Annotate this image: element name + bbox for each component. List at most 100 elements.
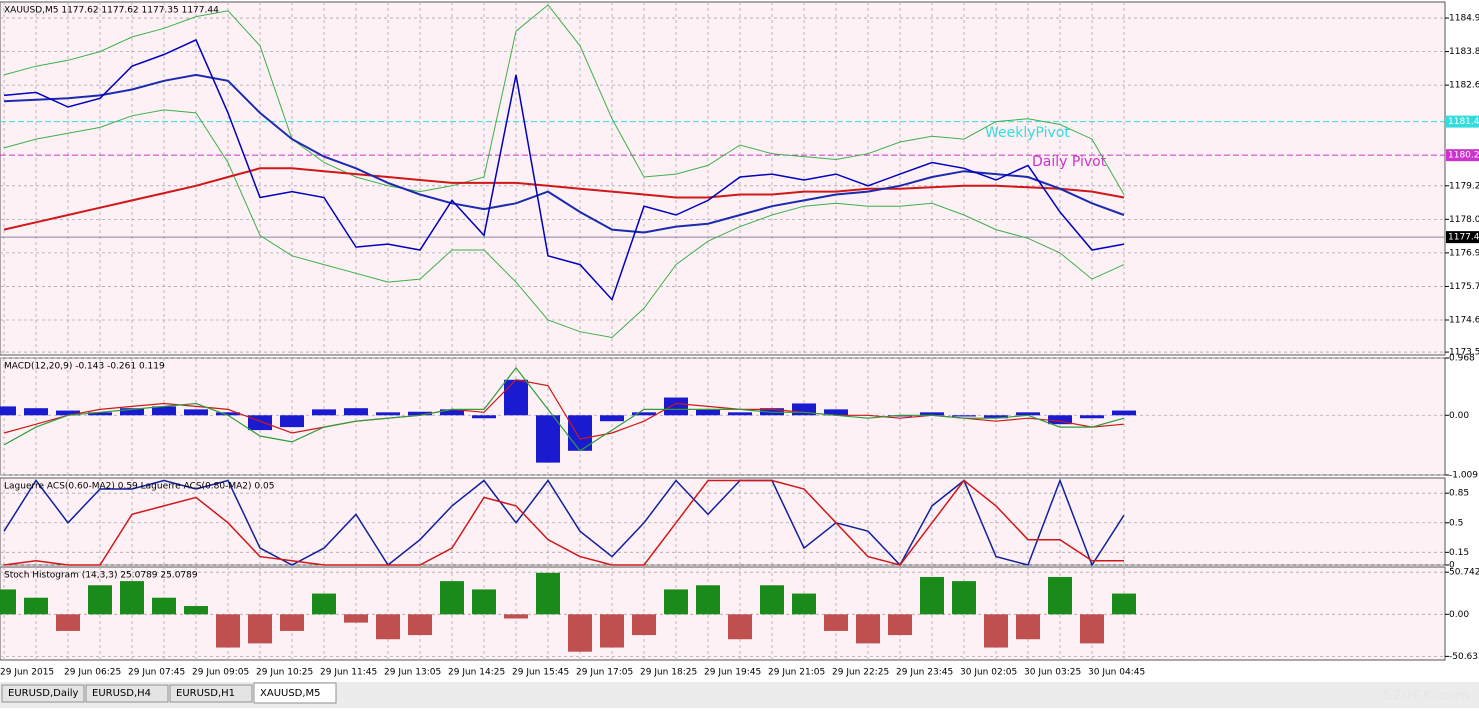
tab-label: XAUUSD,M5 <box>260 688 321 699</box>
histogram-bar <box>568 415 592 451</box>
tab-label: EURUSD,H4 <box>92 688 151 699</box>
histogram-bar <box>536 572 560 615</box>
histogram-bar <box>280 614 304 631</box>
chart-tab[interactable]: XAUUSD,M5 <box>253 682 337 704</box>
x-tick-label: 29 Jun 15:45 <box>512 668 569 678</box>
level-price-box <box>1446 231 1479 244</box>
level-price-label: 1177.44 <box>1448 233 1479 243</box>
histogram-bar <box>984 415 1008 419</box>
y-tick-label: -50.633 <box>1449 652 1479 662</box>
tab-background <box>253 682 337 704</box>
x-tick-label: 29 Jun 07:45 <box>128 668 185 678</box>
histogram-bar <box>248 614 272 644</box>
histogram-bar <box>120 408 144 416</box>
x-tick-label: 29 Jun 06:25 <box>64 668 121 678</box>
histogram-bar <box>56 614 80 631</box>
level-price-label: 1181.40 <box>1448 117 1479 127</box>
histogram-bar <box>856 614 880 644</box>
tab-label: EURUSD,H1 <box>176 688 235 699</box>
histogram-bar <box>632 614 656 636</box>
histogram-bar <box>152 597 176 615</box>
tab-background <box>1 684 85 703</box>
histogram-bar <box>1080 614 1104 644</box>
histogram-bar <box>1080 415 1104 419</box>
x-tick-label: 29 Jun 22:25 <box>832 668 889 678</box>
level-price-box <box>1446 149 1479 162</box>
y-tick-label: 1182.65 <box>1449 81 1479 91</box>
histogram-bar <box>952 415 976 417</box>
histogram-bar <box>792 403 816 416</box>
chart-tab[interactable]: EURUSD,H4 <box>85 684 169 703</box>
indicator-line <box>3 167 1125 231</box>
pane-title: Laguerre ACS(0.60-MA2) 0.59 Laguerre ACS… <box>4 482 274 492</box>
pane-title: XAUUSD,M5 1177.62 1177.62 1177.35 1177.4… <box>4 6 219 16</box>
histogram-bar <box>1016 412 1040 416</box>
pane-background <box>0 1 1446 356</box>
histogram-bar <box>1048 576 1072 615</box>
histogram-bar <box>472 415 496 419</box>
level-annotation: Daily Pivot <box>1032 154 1107 170</box>
histogram-bar <box>408 411 432 416</box>
histogram-bar <box>408 614 432 636</box>
histogram-bar <box>24 408 48 416</box>
x-tick-label: 29 Jun 17:05 <box>576 668 633 678</box>
histogram-bar <box>824 409 848 416</box>
histogram-bar <box>632 412 656 416</box>
x-tick-label: 29 Jun 10:25 <box>256 668 313 678</box>
histogram-bar <box>56 410 80 416</box>
y-tick-label: 1176.90 <box>1449 248 1479 258</box>
indicator-line <box>3 479 1124 566</box>
histogram-bar <box>696 409 720 416</box>
histogram-bar <box>0 406 16 416</box>
level-annotation: WeeklyPivot <box>985 125 1070 141</box>
histogram-bar <box>472 589 496 615</box>
histogram-bar <box>920 576 944 615</box>
histogram-bar <box>792 593 816 615</box>
histogram-bar <box>184 606 208 615</box>
indicator-line <box>3 478 1125 567</box>
histogram-bar <box>984 614 1008 648</box>
histogram-bar <box>344 614 368 623</box>
indicator-line <box>3 109 1125 339</box>
y-tick-label: -1.009 <box>1449 471 1478 481</box>
y-tick-label: 0.5 <box>1449 518 1463 528</box>
y-tick-label: 1175.75 <box>1449 282 1479 292</box>
x-tick-label: 29 Jun 13:05 <box>384 668 441 678</box>
histogram-bar <box>664 397 688 416</box>
pane-title: Stoch Histogram (14,3,3) 25.0789 25.0789 <box>4 571 198 581</box>
x-tick-label: 29 Jun 09:05 <box>192 668 249 678</box>
chart-tab[interactable]: EURUSD,H1 <box>169 684 253 703</box>
histogram-bar <box>696 585 720 615</box>
histogram-bar <box>1048 415 1072 425</box>
histogram-bar <box>760 585 784 615</box>
histogram-bar <box>216 614 240 648</box>
x-tick-label: 29 Jun 19:45 <box>704 668 761 678</box>
histogram-bar <box>0 589 16 615</box>
level-price-label: 1180.25 <box>1448 151 1479 161</box>
histogram-bar <box>152 406 176 416</box>
histogram-bar <box>728 412 752 416</box>
histogram-bar <box>568 614 592 652</box>
histogram-bar <box>728 614 752 640</box>
pane-title: MACD(12,20,9) -0.143 -0.261 0.119 <box>4 362 165 372</box>
watermark: 520FX.com <box>1383 688 1470 704</box>
chart-tab[interactable]: EURUSD,Daily <box>1 684 85 703</box>
indicator-line <box>3 38 1125 302</box>
histogram-bar <box>888 614 912 636</box>
x-tick-label: 30 Jun 02:05 <box>960 668 1017 678</box>
level-price-box <box>1446 115 1479 128</box>
histogram-bar <box>376 412 400 416</box>
histogram-bar <box>536 415 560 463</box>
histogram-bar <box>280 415 304 428</box>
x-tick-label: 29 Jun 18:25 <box>640 668 697 678</box>
x-tick-label: 29 Jun 11:45 <box>320 668 377 678</box>
histogram-bar <box>184 409 208 416</box>
histogram-bar <box>504 614 528 619</box>
y-tick-label: 1183.80 <box>1449 47 1479 57</box>
histogram-bar <box>376 614 400 640</box>
histogram-bar <box>120 581 144 615</box>
tab-label: EURUSD,Daily <box>8 688 79 699</box>
histogram-bar <box>440 409 464 416</box>
